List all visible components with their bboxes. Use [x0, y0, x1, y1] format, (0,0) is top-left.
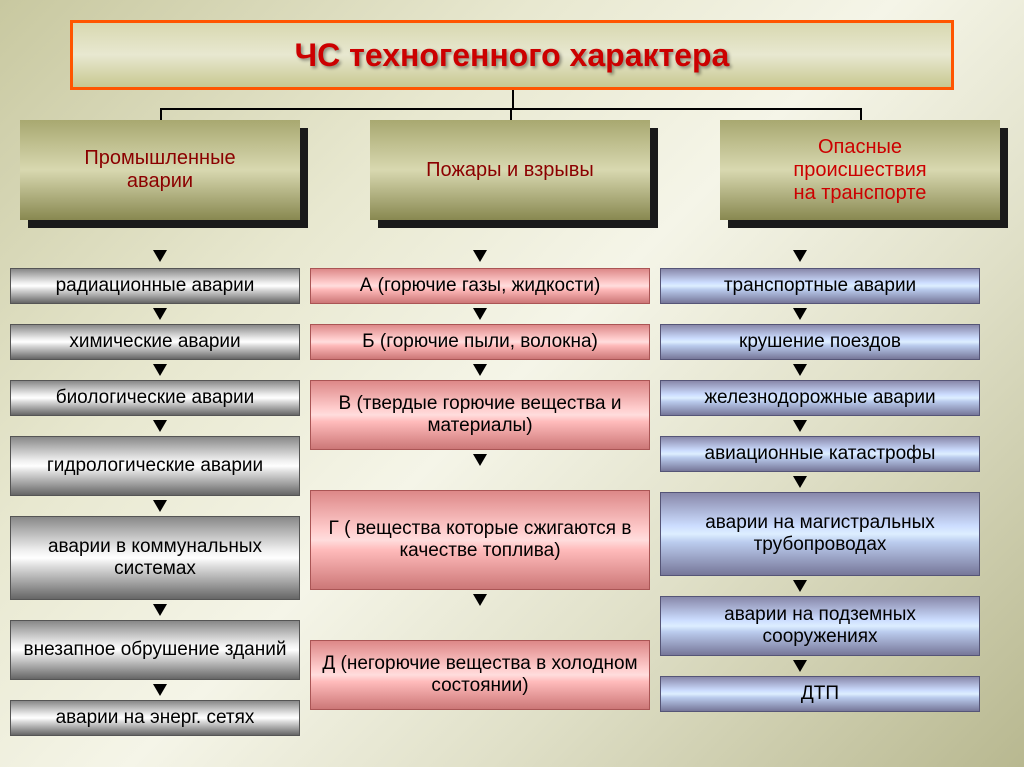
col3-item: транспортные аварии — [660, 268, 980, 304]
arrow-icon — [153, 250, 167, 262]
col3-item: аварии на подземных сооружениях — [660, 596, 980, 656]
arrow-icon — [153, 308, 167, 320]
arrow-icon — [473, 454, 487, 466]
title-box: ЧС техногенного характера — [70, 20, 954, 90]
col1-item: биологические аварии — [10, 380, 300, 416]
col1-item: внезапное обрушение зданий — [10, 620, 300, 680]
category-transport: Опасные происшествия на транспорте — [720, 120, 1000, 220]
col1-item: аварии в коммунальных системах — [10, 516, 300, 600]
arrow-icon — [793, 364, 807, 376]
arrow-icon — [793, 420, 807, 432]
col1-item: химические аварии — [10, 324, 300, 360]
col3-item: аварии на магистральных трубопроводах — [660, 492, 980, 576]
col2-item: Б (горючие пыли, волокна) — [310, 324, 650, 360]
arrow-icon — [153, 604, 167, 616]
col3-item: крушение поездов — [660, 324, 980, 360]
category-industrial: Промышленные аварии — [20, 120, 300, 220]
connector-main-v — [512, 90, 514, 108]
connector-c2-v — [510, 108, 512, 120]
col1-item: аварии на энерг. сетях — [10, 700, 300, 736]
arrow-icon — [473, 250, 487, 262]
arrow-icon — [153, 420, 167, 432]
arrow-icon — [473, 594, 487, 606]
col3-item: авиационные катастрофы — [660, 436, 980, 472]
arrow-icon — [153, 684, 167, 696]
arrow-icon — [793, 308, 807, 320]
col1-item: гидрологические аварии — [10, 436, 300, 496]
category-label: Пожары и взрывы — [426, 159, 594, 182]
col2-item: В (твердые горючие вещества и материалы) — [310, 380, 650, 450]
arrow-icon — [793, 580, 807, 592]
title-text: ЧС техногенного характера — [295, 37, 730, 74]
col1-item: радиационные аварии — [10, 268, 300, 304]
category-fires: Пожары и взрывы — [370, 120, 650, 220]
connector-c1-v — [160, 108, 162, 120]
category-label: Промышленные аварии — [84, 147, 235, 193]
col3-item: ДТП — [660, 676, 980, 712]
col3-item: железнодорожные аварии — [660, 380, 980, 416]
connector-c3-v — [860, 108, 862, 120]
arrow-icon — [793, 250, 807, 262]
col2-item: А (горючие газы, жидкости) — [310, 268, 650, 304]
arrow-icon — [793, 476, 807, 488]
arrow-icon — [473, 364, 487, 376]
arrow-icon — [153, 500, 167, 512]
arrow-icon — [153, 364, 167, 376]
category-label: Опасные происшествия на транспорте — [793, 136, 926, 205]
arrow-icon — [473, 308, 487, 320]
col2-item: Г ( вещества которые сжигаются в качеств… — [310, 490, 650, 590]
arrow-icon — [793, 660, 807, 672]
col2-item: Д (негорючие вещества в холодном состоян… — [310, 640, 650, 710]
